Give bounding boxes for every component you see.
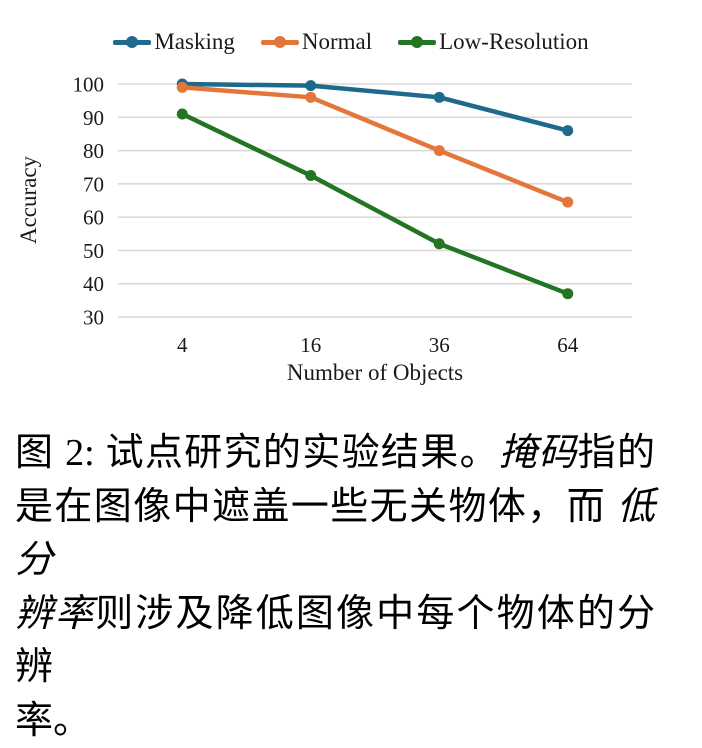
figure-caption: 图 2: 试点研究的实验结果。掩码指的是在图像中遮盖一些无关物体，而 低分辨率则…: [15, 427, 655, 748]
legend-label: Masking: [154, 27, 235, 57]
legend-label: Low-Resolution: [439, 27, 589, 57]
data-point-low-resolution-16: [305, 170, 316, 181]
y-tick-label: 90: [83, 106, 104, 130]
x-tick-label: 16: [300, 333, 321, 357]
data-point-low-resolution-36: [434, 238, 445, 249]
y-tick-label: 100: [73, 73, 105, 97]
y-axis-label: Accuracy: [16, 155, 41, 244]
legend-item-masking: Masking: [113, 27, 235, 57]
x-tick-label: 4: [177, 333, 188, 357]
y-tick-label: 60: [83, 206, 104, 230]
legend-item-normal: Normal: [261, 27, 372, 57]
legend-marker-dot: [411, 36, 423, 48]
data-point-low-resolution-4: [177, 108, 188, 119]
caption-text: 指的: [578, 432, 655, 474]
legend-item-low-resolution: Low-Resolution: [398, 27, 589, 57]
x-tick-label: 36: [429, 333, 450, 357]
caption-line: 辨率则涉及降低图像中每个物体的分辨: [15, 588, 655, 695]
caption-emphasized-term: 辨率: [15, 593, 95, 635]
legend-marker-dot: [126, 36, 138, 48]
caption-text: 率。: [15, 700, 91, 742]
caption-text: 是在图像中遮盖一些无关物体，而: [15, 486, 617, 528]
y-tick-label: 80: [83, 139, 104, 163]
caption-emphasized-term: 掩码: [499, 432, 578, 474]
y-tick-label: 70: [83, 172, 104, 196]
legend-marker-line: [113, 40, 151, 45]
y-tick-label: 50: [83, 239, 104, 263]
x-tick-label: 64: [557, 333, 579, 357]
data-point-masking-36: [434, 92, 445, 103]
chart-legend: Masking Normal Low-Resolution: [0, 26, 702, 58]
accuracy-line-chart: 30 40 50 60 70 80 90 100 4 16 36 64 Accuracy Number o…: [0, 0, 702, 402]
legend-label: Normal: [302, 27, 372, 57]
series-line-low-resolution: [182, 114, 568, 294]
data-point-normal-36: [434, 145, 445, 156]
data-point-masking-64: [562, 125, 573, 136]
legend-marker-line: [398, 40, 436, 45]
series-line-normal: [182, 87, 568, 202]
data-point-normal-16: [305, 92, 316, 103]
data-point-low-resolution-64: [562, 288, 573, 299]
caption-text: 则涉及降低图像中每个物体的分辨: [15, 593, 655, 689]
data-point-masking-16: [305, 80, 316, 91]
caption-line: 是在图像中遮盖一些无关物体，而 低分: [15, 481, 655, 588]
data-point-normal-64: [562, 197, 573, 208]
caption-line: 图 2: 试点研究的实验结果。掩码指的: [15, 427, 655, 481]
y-tick-label: 30: [83, 306, 104, 330]
x-axis-label: Number of Objects: [287, 360, 463, 385]
y-tick-label: 40: [83, 272, 104, 296]
caption-line: 率。: [15, 695, 655, 748]
legend-marker-dot: [274, 36, 286, 48]
caption-text: 图 2: 试点研究的实验结果。: [15, 432, 499, 474]
legend-marker-line: [261, 40, 299, 45]
data-point-normal-4: [177, 82, 188, 93]
